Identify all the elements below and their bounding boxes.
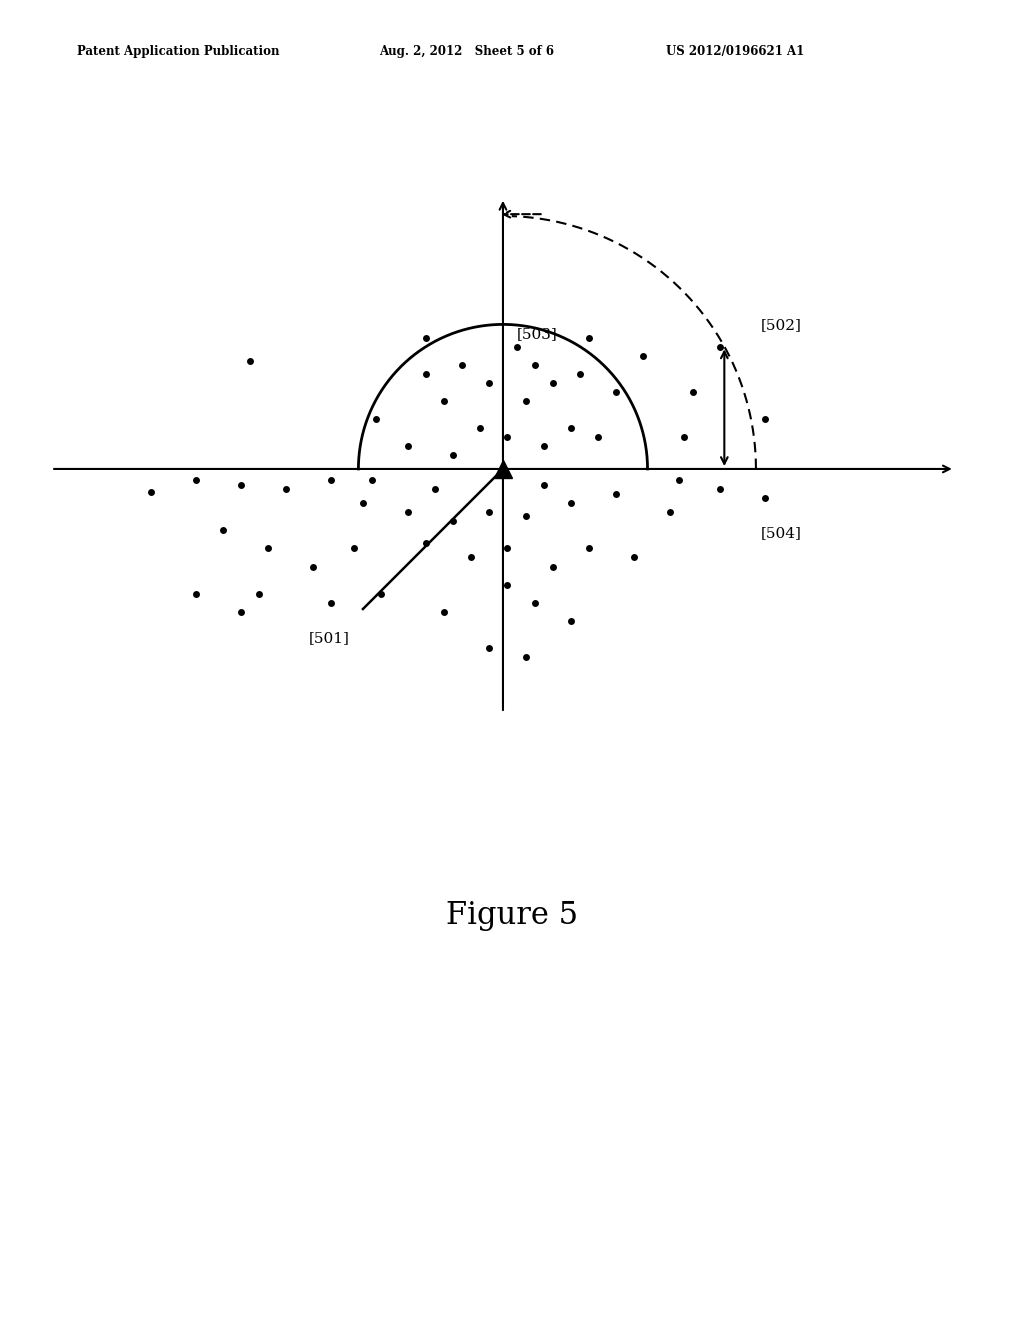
Text: [502]: [502] [761, 318, 802, 331]
Text: Patent Application Publication: Patent Application Publication [77, 45, 280, 58]
Text: [504]: [504] [761, 525, 802, 540]
Text: [503]: [503] [516, 327, 557, 341]
Text: Aug. 2, 2012   Sheet 5 of 6: Aug. 2, 2012 Sheet 5 of 6 [379, 45, 554, 58]
Text: US 2012/0196621 A1: US 2012/0196621 A1 [666, 45, 804, 58]
Text: [501]: [501] [308, 631, 349, 645]
Text: Figure 5: Figure 5 [445, 900, 579, 931]
